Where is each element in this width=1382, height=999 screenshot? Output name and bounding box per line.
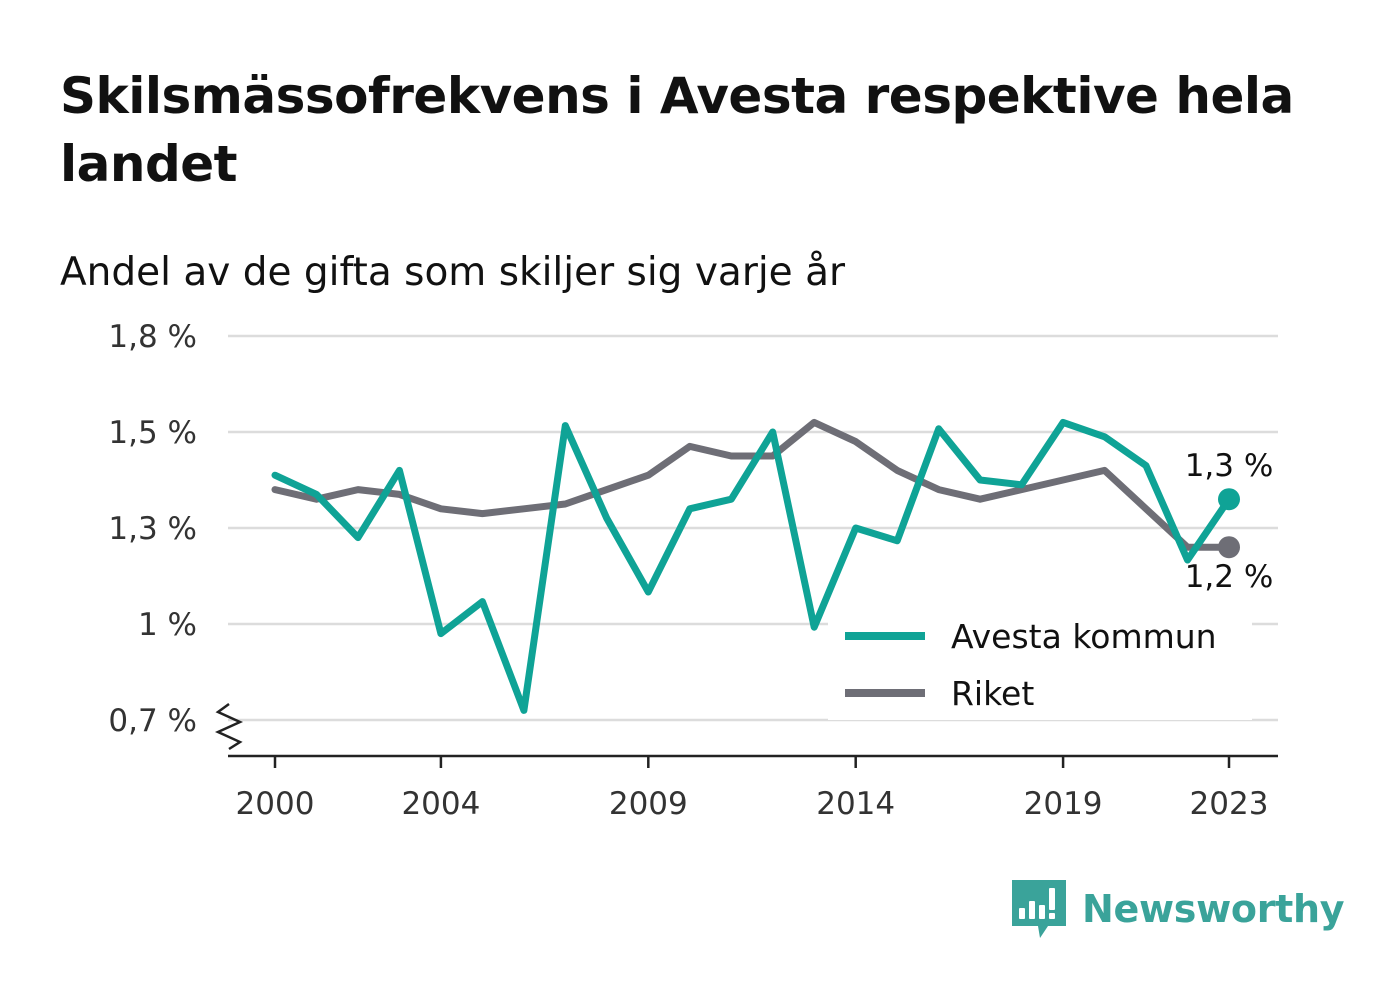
chart-title: Skilsmässofrekvens i Avesta respektive h… (60, 67, 1294, 193)
legend-label: Riket (951, 674, 1034, 713)
chart-subtitle: Andel av de gifta som skiljer sig varje … (60, 250, 846, 295)
end-labels: 1,3 % 1,2 % (1185, 448, 1274, 595)
end-value-label: 1,2 % (1185, 559, 1274, 595)
y-tick-label: 1,3 % (108, 511, 197, 547)
x-tick-label: 2000 (236, 786, 315, 822)
legend-background (828, 604, 1252, 720)
end-point-marker (1218, 488, 1240, 511)
x-tick-label: 2009 (609, 786, 688, 822)
axis-break-marker (214, 702, 244, 751)
x-axis-ticks: 2000 2004 2009 2014 2019 2023 (236, 756, 1269, 822)
bar-chart-speech-bubble-icon (1012, 880, 1066, 938)
series-line-riket (271, 418, 1233, 551)
x-tick-label: 2014 (816, 786, 895, 822)
legend-label: Avesta kommun (951, 617, 1217, 656)
y-tick-label: 0,7 % (108, 703, 197, 739)
y-axis-ticks: 0,7 % 1 % 1,3 % 1,5 % 1,8 % (108, 319, 197, 739)
series-lines (271, 418, 1233, 714)
x-axis (214, 702, 1278, 758)
end-point-marker (1218, 536, 1240, 559)
brand-name: Newsworthy (1082, 887, 1345, 931)
newsworthy-logo: Newsworthy (1010, 878, 1345, 940)
line-chart: 0,7 % 1 % 1,3 % 1,5 % 1,8 % 2000 2004 2009 2014… (108, 319, 1278, 822)
y-tick-label: 1,8 % (108, 319, 197, 355)
y-tick-label: 1 % (138, 607, 197, 643)
series-line-avesta (271, 418, 1233, 714)
x-tick-label: 2023 (1190, 786, 1269, 822)
end-value-label: 1,3 % (1185, 448, 1274, 484)
legend: Avesta kommun Riket (828, 604, 1252, 720)
y-tick-label: 1,5 % (108, 415, 197, 451)
x-tick-label: 2019 (1024, 786, 1103, 822)
x-tick-label: 2004 (401, 786, 480, 822)
